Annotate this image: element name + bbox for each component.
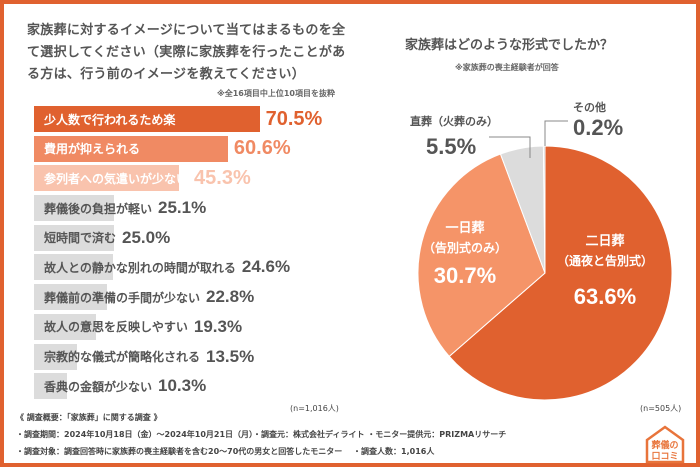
bar-chart-note: ※全16項目中上位10項目を抜粋 <box>216 89 335 98</box>
slice-value-label: 5.5% <box>426 134 476 159</box>
bar-label: 故人の意思を反映しやすい <box>44 320 188 335</box>
bar <box>34 106 260 132</box>
slice-sublabel: （告別式のみ） <box>423 240 507 255</box>
bar <box>34 135 228 162</box>
slice-label: 直葬（火葬のみ） <box>410 114 498 128</box>
bar-row: 短時間で済む 25.0% <box>34 224 322 251</box>
bar-row: 葬儀後の負担が軽い 25.1% <box>34 195 322 222</box>
svg-text:葬儀の: 葬儀の <box>651 439 678 451</box>
survey-heading: 《 調査概要：「家族葬」に関する調査 》 <box>16 413 162 422</box>
bar-row: 故人との静かな別れの時間が取れる 24.6% <box>34 254 322 281</box>
bar <box>34 284 107 311</box>
bar-row: 葬儀前の準備の手間が少ない 22.8% <box>34 284 322 311</box>
survey-period: ・調査期間：2024年10月18日（金）～2024年10月21日（月）・調査元：… <box>16 430 507 439</box>
bar-row: 費用が抑えられる 60.6% <box>34 135 322 162</box>
bar <box>34 313 96 340</box>
slice-label: その他 <box>573 100 606 114</box>
pie-chart-sample-size: (n=505人) <box>640 404 682 413</box>
slice-label: 二日葬 <box>585 233 624 249</box>
bar <box>34 343 78 370</box>
bar-label: 葬儀後の負担が軽い <box>44 201 153 216</box>
bar-value-label: 60.6% <box>233 137 291 160</box>
slice-value-label: 30.7% <box>434 263 496 288</box>
bar-label: 故人との静かな別れの時間が取れる <box>44 260 236 275</box>
leader-line <box>489 136 531 158</box>
leader-line <box>544 120 568 146</box>
bar-value-label: 45.3% <box>194 166 251 189</box>
bar <box>34 254 113 281</box>
bar-label: 費用が抑えられる <box>44 142 141 157</box>
survey-target: ・調査対象：調査回答時に家族葬の喪主経験者を含む20～70代の男女と回答したモニ… <box>16 447 435 456</box>
bar-value-label: 70.5% <box>265 107 323 130</box>
bar-label: 短時間で済む <box>44 231 117 246</box>
bar <box>34 224 114 251</box>
slice-value-label: 63.6% <box>574 284 636 309</box>
pie-slice <box>417 153 546 358</box>
bar-value-label: 25.0% <box>122 227 171 247</box>
pie-chart-title: 家族葬はどのような形式でしたか？ <box>405 38 614 53</box>
svg-text:口コミ: 口コミ <box>651 451 678 462</box>
bar-value-label: 24.6% <box>241 257 291 277</box>
bar-label: 参列者への気遣いが少ない <box>44 171 189 186</box>
bar-label: 少人数で行われるため楽 <box>44 112 176 127</box>
pie-slice <box>448 145 673 401</box>
bar-row: 少人数で行われるため楽 70.5% <box>34 106 322 132</box>
bar-label: 宗教的な儀式が簡略化される <box>44 350 201 364</box>
bar-row: 香典の金額が少ない 10.3% <box>34 373 322 400</box>
slice-sublabel: （通夜と告別式） <box>557 253 653 268</box>
bar <box>34 195 115 222</box>
slice-value-label: 0.2% <box>573 115 623 140</box>
bar-chart-title: 家族葬に対するイメージについて当てはまるものを全て選択してください（実際に家族葬… <box>27 23 346 82</box>
bar <box>34 373 67 400</box>
sogi-no-kuchikomi-logo: 葬儀の 口コミ <box>645 425 685 464</box>
pie-chart-note: ※家族葬の喪主経験者が回答 <box>455 63 559 72</box>
bar-value-label: 22.8% <box>206 287 255 307</box>
slice-label: 一日葬 <box>445 220 484 236</box>
bar-row: 参列者への気遣いが少ない 45.3% <box>34 165 322 192</box>
bar-value-label: 10.3% <box>158 376 207 396</box>
bar-row: 故人の意思を反映しやすい 19.3% <box>34 313 322 340</box>
bar-chart-sample-size: (n=1,016人) <box>290 404 339 413</box>
bar-row: 宗教的な儀式が簡略化される 13.5% <box>34 343 322 370</box>
bar <box>34 165 179 192</box>
bar-value-label: 19.3% <box>193 316 243 336</box>
bar-label: 香典の金額が少ない <box>44 379 153 394</box>
bar-chart: 少人数で行われるため楽 70.5% 費用が抑えられる 60.6% 参列者への気遣いが少な… <box>34 106 322 403</box>
bar-value-label: 25.1% <box>158 198 207 218</box>
bar-label: 葬儀前の準備の手間が少ない <box>44 290 201 305</box>
bar-value-label: 13.5% <box>206 346 255 366</box>
